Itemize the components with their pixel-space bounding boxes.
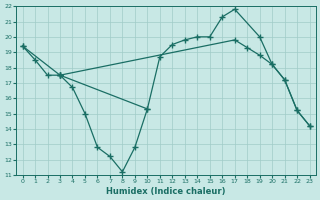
X-axis label: Humidex (Indice chaleur): Humidex (Indice chaleur) bbox=[106, 187, 226, 196]
